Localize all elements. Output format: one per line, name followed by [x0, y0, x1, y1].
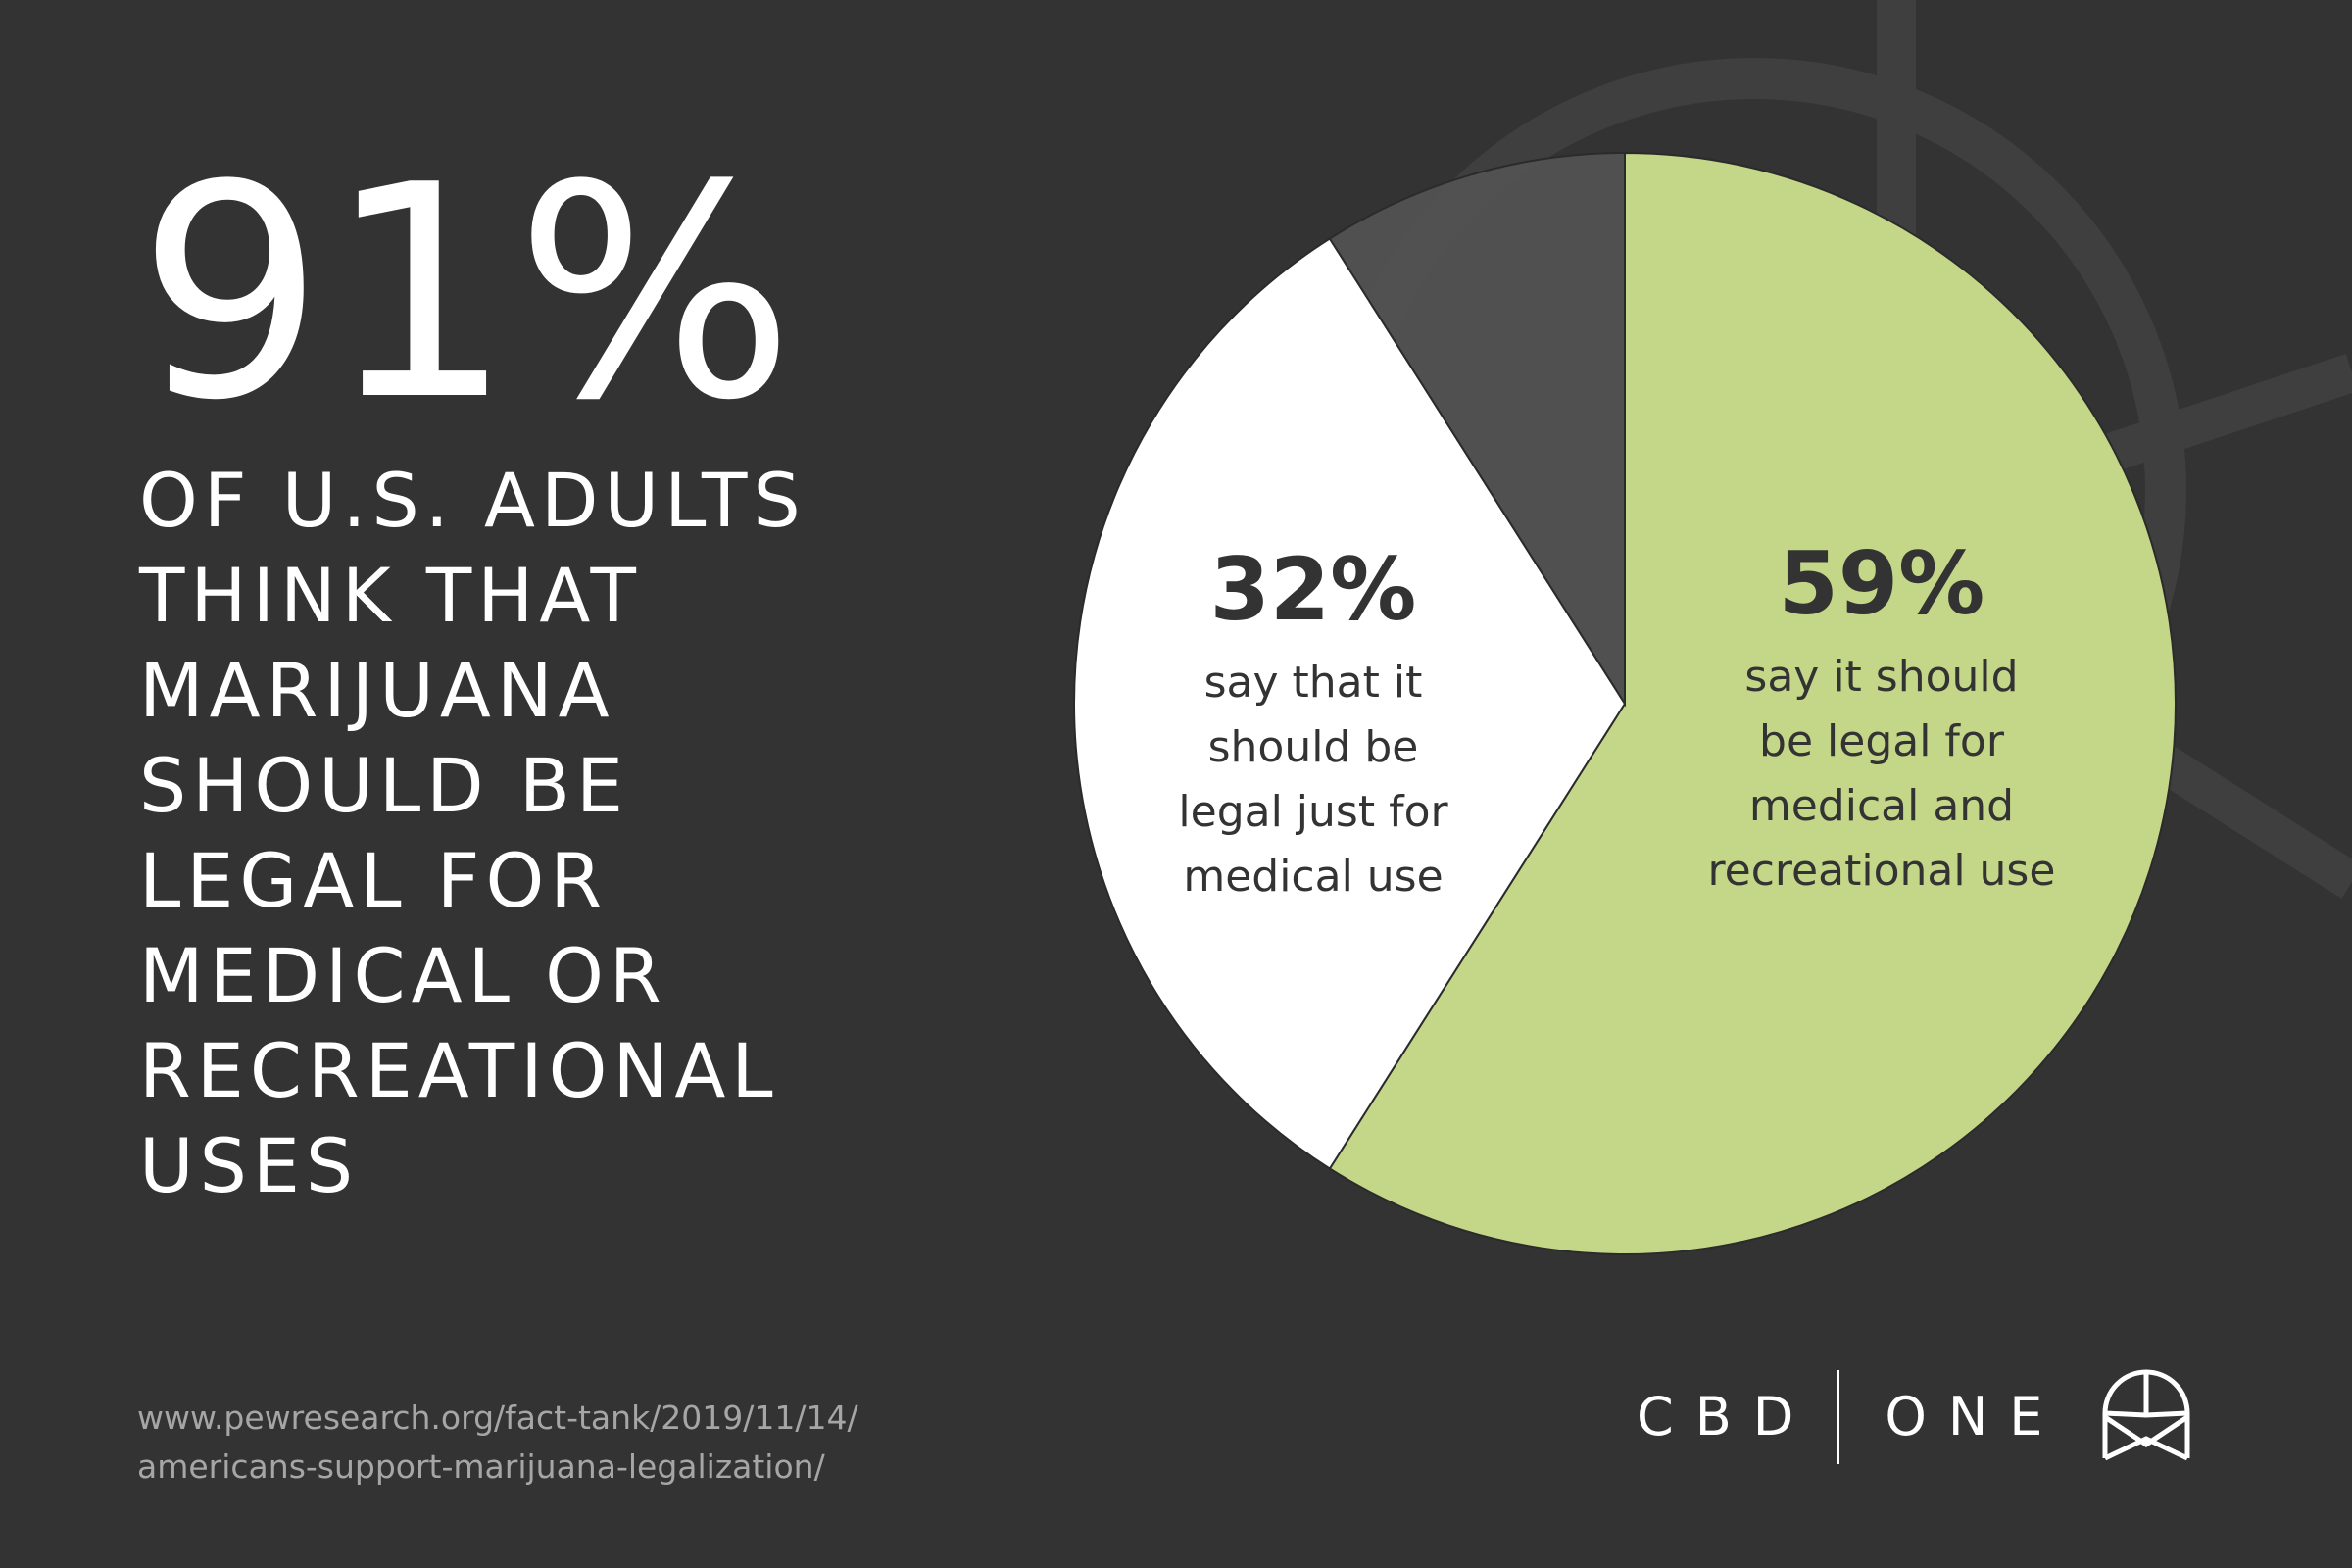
slice-description-line: legal just for — [1178, 787, 1448, 837]
slice-description-line: say that it — [1203, 658, 1423, 708]
brand-divider — [1837, 1370, 1840, 1464]
slice-percent-medical-only: 32% — [1209, 539, 1417, 640]
headline-line: OF U.S. ADULTS — [139, 457, 807, 544]
slice-description-line: be legal for — [1759, 716, 2004, 766]
slice-label-medical-only: 32% say that it should be legal just for… — [1107, 547, 1519, 909]
source-line: www.pewresearch.org/fact-tank/2019/11/14… — [137, 1398, 858, 1437]
headline-text: OF U.S. ADULTS THINK THAT MARIJUANA SHOU… — [139, 453, 807, 1213]
pie-slice-not-legal — [1328, 151, 1626, 708]
slice-description-line: medical and — [1748, 781, 2015, 831]
pie-slice-medical-only — [1073, 237, 1627, 1170]
headline-percent: 91% — [137, 122, 797, 465]
headline-line: RECREATIONAL — [139, 1027, 779, 1114]
pie-slice-medical-and-recreational — [1328, 151, 2178, 1255]
slice-description-line: should be — [1207, 722, 1419, 772]
slice-description-medical-and-recreational: say it should be legal for medical and r… — [1666, 645, 2097, 904]
slice-description-line: say it should — [1744, 652, 2019, 702]
brand-word-cbd: CBD — [1637, 1386, 1816, 1447]
brand-word-one: ONE — [1885, 1386, 2065, 1447]
brand-lockup: CBD ONE — [1637, 1368, 2195, 1466]
headline-line: SHOULD BE — [139, 742, 630, 829]
slice-description-line: recreational use — [1707, 846, 2056, 896]
cbd-one-logo-icon — [2102, 1369, 2190, 1461]
headline-line: MEDICAL OR — [139, 932, 667, 1019]
headline-line: USES — [139, 1122, 360, 1209]
slice-label-medical-and-recreational: 59% say it should be legal for medical a… — [1666, 541, 2097, 904]
slice-description-medical-only: say that it should be legal just for med… — [1107, 651, 1519, 909]
headline-line: THINK THAT — [139, 552, 642, 639]
source-citation: www.pewresearch.org/fact-tank/2019/11/14… — [137, 1394, 858, 1492]
source-line: americans-support-marijuana-legalization… — [137, 1447, 825, 1486]
slice-description-line: medical use — [1183, 852, 1444, 902]
headline-line: LEGAL FOR — [139, 837, 609, 924]
headline-line: MARIJUANA — [139, 647, 615, 734]
slice-percent-medical-and-recreational: 59% — [1778, 533, 1985, 634]
